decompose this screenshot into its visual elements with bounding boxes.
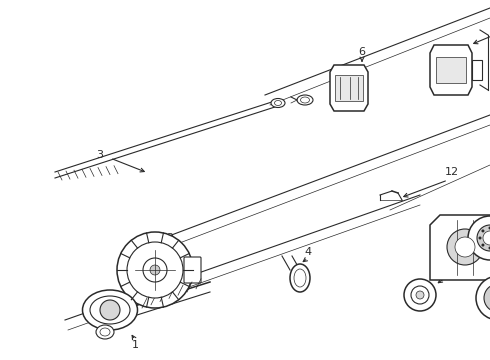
Polygon shape [335,75,363,101]
Circle shape [479,237,482,239]
Text: 2: 2 [167,233,173,243]
Circle shape [468,216,490,260]
Ellipse shape [271,99,285,108]
Circle shape [143,258,167,282]
Circle shape [477,225,490,251]
Circle shape [482,244,485,247]
Text: 12: 12 [445,167,459,177]
Polygon shape [330,65,368,111]
FancyBboxPatch shape [184,257,201,283]
Polygon shape [436,57,466,83]
Polygon shape [430,215,490,280]
Circle shape [411,286,429,304]
Circle shape [100,300,120,320]
Ellipse shape [100,328,110,336]
Text: 1: 1 [131,340,139,350]
Circle shape [150,265,160,275]
Circle shape [404,279,436,311]
Ellipse shape [294,269,306,287]
Circle shape [416,291,424,299]
Circle shape [117,232,193,308]
Circle shape [447,229,483,265]
Ellipse shape [297,95,313,105]
Circle shape [489,226,490,230]
Polygon shape [430,45,472,95]
Ellipse shape [90,296,130,324]
Text: 4: 4 [304,247,312,257]
Circle shape [482,229,485,233]
Circle shape [483,231,490,245]
Ellipse shape [290,264,310,292]
Text: 3: 3 [97,150,103,160]
FancyBboxPatch shape [472,60,482,80]
Ellipse shape [96,325,114,339]
Circle shape [455,237,475,257]
Circle shape [127,242,183,298]
Circle shape [476,276,490,320]
Circle shape [489,247,490,249]
Ellipse shape [274,100,281,105]
Text: 6: 6 [359,47,366,57]
Ellipse shape [300,97,310,103]
Circle shape [484,284,490,312]
Text: 9: 9 [446,265,454,275]
Ellipse shape [82,290,138,330]
